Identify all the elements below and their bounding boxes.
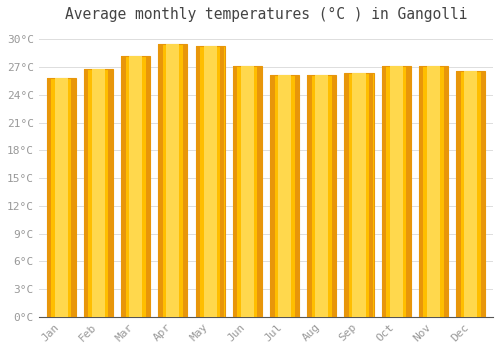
Bar — [419, 66, 424, 317]
Bar — [54, 78, 68, 317]
Bar — [419, 66, 448, 317]
Bar — [456, 71, 485, 317]
Bar — [71, 78, 76, 317]
Bar — [47, 78, 51, 317]
Bar — [294, 75, 299, 317]
Bar — [278, 75, 291, 317]
Bar — [196, 46, 224, 317]
Bar — [220, 46, 224, 317]
Bar — [46, 78, 76, 317]
Bar — [233, 66, 262, 317]
Bar — [108, 69, 113, 317]
Bar — [92, 69, 105, 317]
Bar — [315, 75, 328, 317]
Bar — [204, 46, 216, 317]
Bar — [456, 71, 460, 317]
Bar — [258, 66, 262, 317]
Bar — [146, 56, 150, 317]
Bar — [382, 66, 386, 317]
Bar — [344, 72, 374, 317]
Bar — [308, 75, 336, 317]
Bar — [480, 71, 485, 317]
Bar — [332, 75, 336, 317]
Bar — [270, 75, 274, 317]
Bar — [158, 44, 188, 317]
Bar — [158, 44, 163, 317]
Bar — [464, 71, 477, 317]
Bar — [427, 66, 440, 317]
Bar — [183, 44, 187, 317]
Bar — [129, 56, 142, 317]
Bar — [344, 72, 349, 317]
Bar — [196, 46, 200, 317]
Bar — [270, 75, 299, 317]
Bar — [382, 66, 411, 317]
Title: Average monthly temperatures (°C ) in Gangolli: Average monthly temperatures (°C ) in Ga… — [64, 7, 467, 22]
Bar — [444, 66, 448, 317]
Bar — [166, 44, 179, 317]
Bar — [308, 75, 312, 317]
Bar — [390, 66, 403, 317]
Bar — [406, 66, 410, 317]
Bar — [84, 69, 88, 317]
Bar — [121, 56, 150, 317]
Bar — [84, 69, 113, 317]
Bar — [352, 72, 366, 317]
Bar — [121, 56, 126, 317]
Bar — [233, 66, 237, 317]
Bar — [369, 72, 374, 317]
Bar — [241, 66, 254, 317]
